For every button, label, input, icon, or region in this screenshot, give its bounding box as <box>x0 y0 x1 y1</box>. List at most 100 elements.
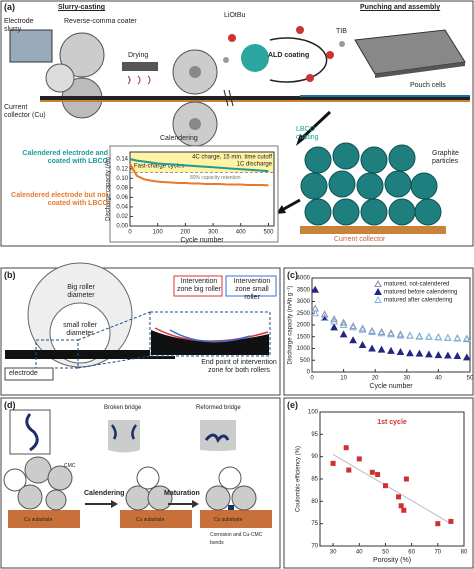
point <box>349 323 357 331</box>
point <box>330 323 338 331</box>
y-tick-label: 2500 <box>297 311 311 317</box>
y-axis-label: Discharge capacity (mAh g⁻¹) <box>288 286 294 365</box>
reference-label: 80% capacity retention <box>190 175 241 181</box>
x-tick-label: 80 <box>461 550 468 556</box>
point <box>377 329 386 337</box>
particles-part <box>414 198 442 226</box>
y-tick-label: 3000 <box>297 299 311 305</box>
label: Intervention zone small roller <box>233 278 271 301</box>
panel-d-part-part <box>24 456 52 484</box>
label: Reformed bridge <box>196 405 241 411</box>
x-tick-label: 40 <box>435 376 442 382</box>
panel-d-part-part <box>147 485 173 511</box>
y-axis-label: Discharge capacity (Ah) <box>106 157 112 221</box>
point <box>396 347 405 356</box>
y-tick-label: 0.06 <box>116 195 128 201</box>
panel-label: (e) <box>287 400 298 410</box>
y-tick-label: 100 <box>308 410 319 416</box>
point <box>358 324 367 332</box>
label: Current collector (Cu) <box>4 104 46 119</box>
label: End point of intervention zone for both … <box>201 359 277 374</box>
point <box>415 349 424 357</box>
label: Maturation <box>164 490 200 497</box>
particles-part <box>300 172 328 200</box>
particles-part <box>332 198 360 226</box>
point <box>349 322 357 330</box>
panel-d-part <box>110 424 138 440</box>
legend-label: Calendered electrode and coated with LBC… <box>22 150 108 165</box>
panel-label: (b) <box>4 270 16 280</box>
point <box>369 469 375 475</box>
panel-a-part <box>45 63 75 93</box>
fit-line <box>332 454 452 525</box>
point <box>330 315 338 323</box>
label: CMC <box>64 463 76 469</box>
panel-d-part-part <box>3 468 27 492</box>
point <box>368 326 376 334</box>
label: small roller diameter <box>63 322 97 337</box>
y-tick-label: 95 <box>311 432 318 438</box>
panel-a-part <box>298 110 332 142</box>
point <box>453 333 462 341</box>
point <box>444 333 452 341</box>
panel-label: (d) <box>4 400 16 410</box>
plot-frame <box>129 151 275 227</box>
panel-b-part <box>35 339 79 369</box>
point <box>339 320 348 328</box>
panel-d-part <box>9 409 51 455</box>
label: Drying <box>128 52 149 59</box>
legend-label: Calendered electrode but not coated with… <box>11 192 108 207</box>
panel-a-part <box>375 62 465 78</box>
x-tick-label: 60 <box>408 550 415 556</box>
x-tick-label: 100 <box>153 230 164 236</box>
panel-d-part-part <box>231 485 257 511</box>
point <box>346 467 352 473</box>
panel-a-part <box>189 66 201 78</box>
label: LBCO coating <box>296 126 319 141</box>
panel-a-part <box>281 198 301 212</box>
point <box>396 330 405 338</box>
panel-d-part-part <box>17 484 43 510</box>
point <box>387 330 395 338</box>
legend-label: matured after calendering <box>384 298 452 304</box>
panel-a-part <box>296 134 306 146</box>
point <box>339 318 348 326</box>
particles-part <box>384 170 412 198</box>
point <box>320 313 329 321</box>
label: Pouch cells <box>410 82 446 89</box>
point <box>382 483 388 489</box>
panel-d-part <box>200 510 272 528</box>
y-tick-label: 70 <box>311 544 318 550</box>
particles-part <box>332 142 360 170</box>
point <box>434 333 443 341</box>
point <box>462 353 471 361</box>
label: Intervention zone big roller <box>177 278 221 293</box>
panel-d-part-part <box>125 485 151 511</box>
point <box>339 330 348 338</box>
label: Cu substrate <box>136 517 165 523</box>
x-tick-label: 20 <box>372 376 379 382</box>
annotation: Fast-charge cycles <box>134 164 184 170</box>
panel-d-part <box>111 500 118 508</box>
panel-d-part <box>108 420 140 453</box>
point <box>403 476 409 482</box>
x-tick-label: 10 <box>340 376 347 382</box>
panel-d-part-part <box>136 466 160 490</box>
x-tick-label: 30 <box>330 550 337 556</box>
panel-a-part <box>326 51 334 59</box>
point <box>401 507 407 513</box>
point <box>330 460 336 466</box>
particles-part <box>328 170 356 198</box>
y-tick-label: 90 <box>311 454 318 460</box>
x-axis-label: Cycle number <box>369 383 413 390</box>
point <box>358 340 367 348</box>
panel-b-part <box>5 350 175 359</box>
legend-marker <box>374 279 382 287</box>
point <box>406 331 414 339</box>
particles-part <box>360 146 388 174</box>
panel-d-part-part <box>45 489 67 511</box>
x-tick-label: 0 <box>310 376 314 382</box>
label: Graphite particles <box>432 150 459 165</box>
panel-b-part <box>4 367 54 381</box>
